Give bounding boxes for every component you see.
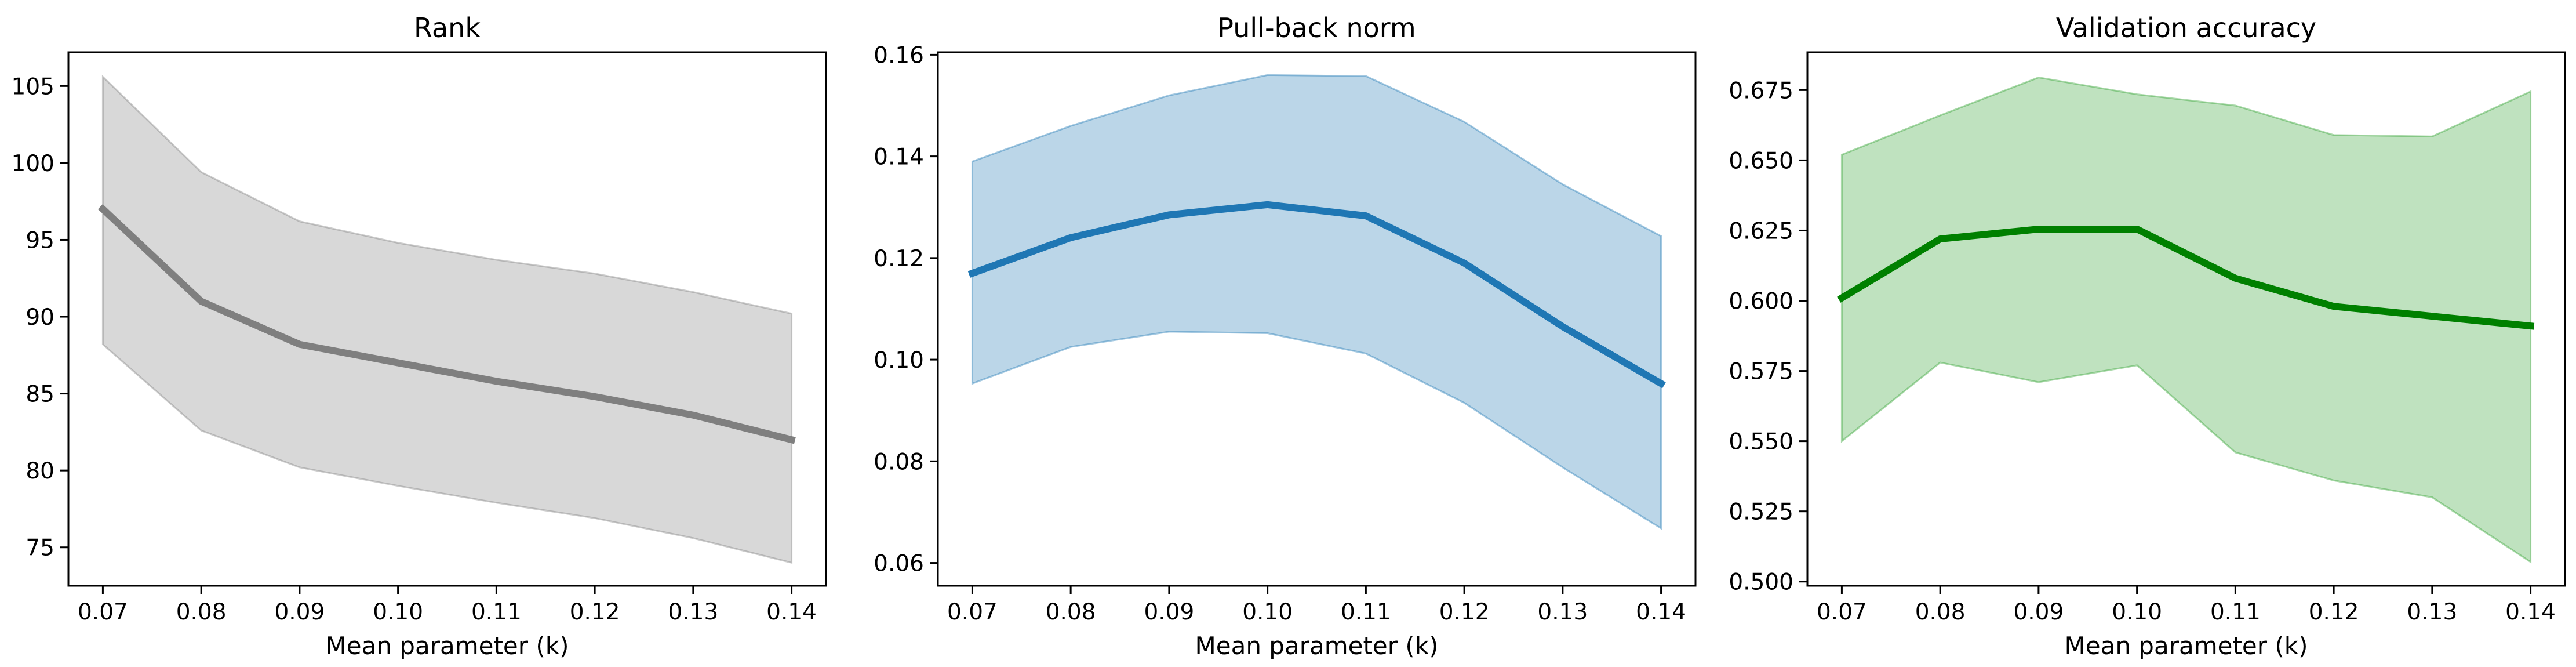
chart-panel-3: 0.07 0.08 0.09 0.10 0.11 0.12 0.13 0.14 0.500 0.5… <box>1729 12 2566 660</box>
y-tick-label: 85 <box>26 382 54 408</box>
x-tick-label: 0.13 <box>668 599 718 625</box>
y-tick-label: 105 <box>12 74 54 100</box>
y-tick-label: 0.625 <box>1729 218 1793 244</box>
x-tick-label: 0.08 <box>176 599 227 625</box>
x-tick-label: 0.08 <box>1046 599 1096 625</box>
chart-panel-1: 0.07 0.08 0.09 0.10 0.11 0.12 0.13 0.14 75 80 85 90… <box>12 12 827 660</box>
y-tick-label: 0.650 <box>1729 148 1793 174</box>
y-tick-label: 0.16 <box>874 42 924 68</box>
x-tick-label: 0.11 <box>471 599 522 625</box>
y-tick-label: 100 <box>12 151 54 177</box>
x-tick-label: 0.09 <box>274 599 325 625</box>
y-tick-label: 80 <box>26 458 54 484</box>
x-tick-label: 0.10 <box>2112 599 2162 625</box>
plot-frame <box>67 51 827 587</box>
x-tick-label: 0.13 <box>2407 599 2457 625</box>
y-tick-label: 0.550 <box>1729 429 1793 455</box>
series-line <box>1837 226 2535 330</box>
y-tick-label: 90 <box>26 304 54 331</box>
x-tick-label: 0.07 <box>947 599 998 625</box>
confidence-band <box>971 74 1662 530</box>
x-tick-label: 0.09 <box>1144 599 1194 625</box>
x-axis-label: Mean parameter (k) <box>326 632 569 660</box>
x-tick-label: 0.09 <box>2013 599 2064 625</box>
y-tick-label: 95 <box>26 227 54 253</box>
x-tick-label: 0.12 <box>2309 599 2359 625</box>
confidence-band <box>1840 77 2532 564</box>
y-tick-label: 0.08 <box>874 449 924 475</box>
y-tick-label: 0.10 <box>874 347 924 374</box>
x-tick-label: 0.07 <box>78 599 128 625</box>
x-tick-label: 0.11 <box>2210 599 2261 625</box>
x-tick-label: 0.11 <box>1341 599 1391 625</box>
y-tick-label: 0.525 <box>1729 499 1793 525</box>
x-tick-label: 0.14 <box>766 599 817 625</box>
x-tick-label: 0.08 <box>1915 599 1966 625</box>
y-tick-label: 75 <box>26 535 54 561</box>
series-line <box>97 204 796 444</box>
x-tick-label: 0.14 <box>2505 599 2556 625</box>
x-tick-label: 0.07 <box>1817 599 1867 625</box>
series-line <box>967 201 1666 389</box>
y-tick-label: 0.600 <box>1729 289 1793 315</box>
chart-panel-2: 0.07 0.08 0.09 0.10 0.11 0.12 0.13 0.14 0.06 0.08… <box>874 12 1697 660</box>
x-tick-label: 0.10 <box>1242 599 1293 625</box>
chart-title: Validation accuracy <box>2056 12 2316 44</box>
y-tick-label: 0.12 <box>874 246 924 272</box>
x-tick-label: 0.14 <box>1636 599 1686 625</box>
plot-frame <box>937 51 1697 587</box>
y-tick-label: 0.575 <box>1729 359 1793 385</box>
x-axis-label: Mean parameter (k) <box>2065 632 2308 660</box>
y-tick-label: 0.06 <box>874 551 924 577</box>
x-axis-label: Mean parameter (k) <box>1195 632 1439 660</box>
confidence-band <box>101 74 793 564</box>
x-tick-label: 0.10 <box>373 599 423 625</box>
y-tick-label: 0.500 <box>1729 570 1793 596</box>
x-tick-label: 0.12 <box>1439 599 1490 625</box>
plot-frame <box>1806 51 2566 587</box>
y-tick-label: 0.675 <box>1729 78 1793 104</box>
y-tick-label: 0.14 <box>874 144 924 171</box>
chart-title: Rank <box>414 12 481 44</box>
chart-title: Pull-back norm <box>1217 12 1416 44</box>
x-tick-label: 0.13 <box>1537 599 1588 625</box>
x-tick-label: 0.12 <box>570 599 620 625</box>
